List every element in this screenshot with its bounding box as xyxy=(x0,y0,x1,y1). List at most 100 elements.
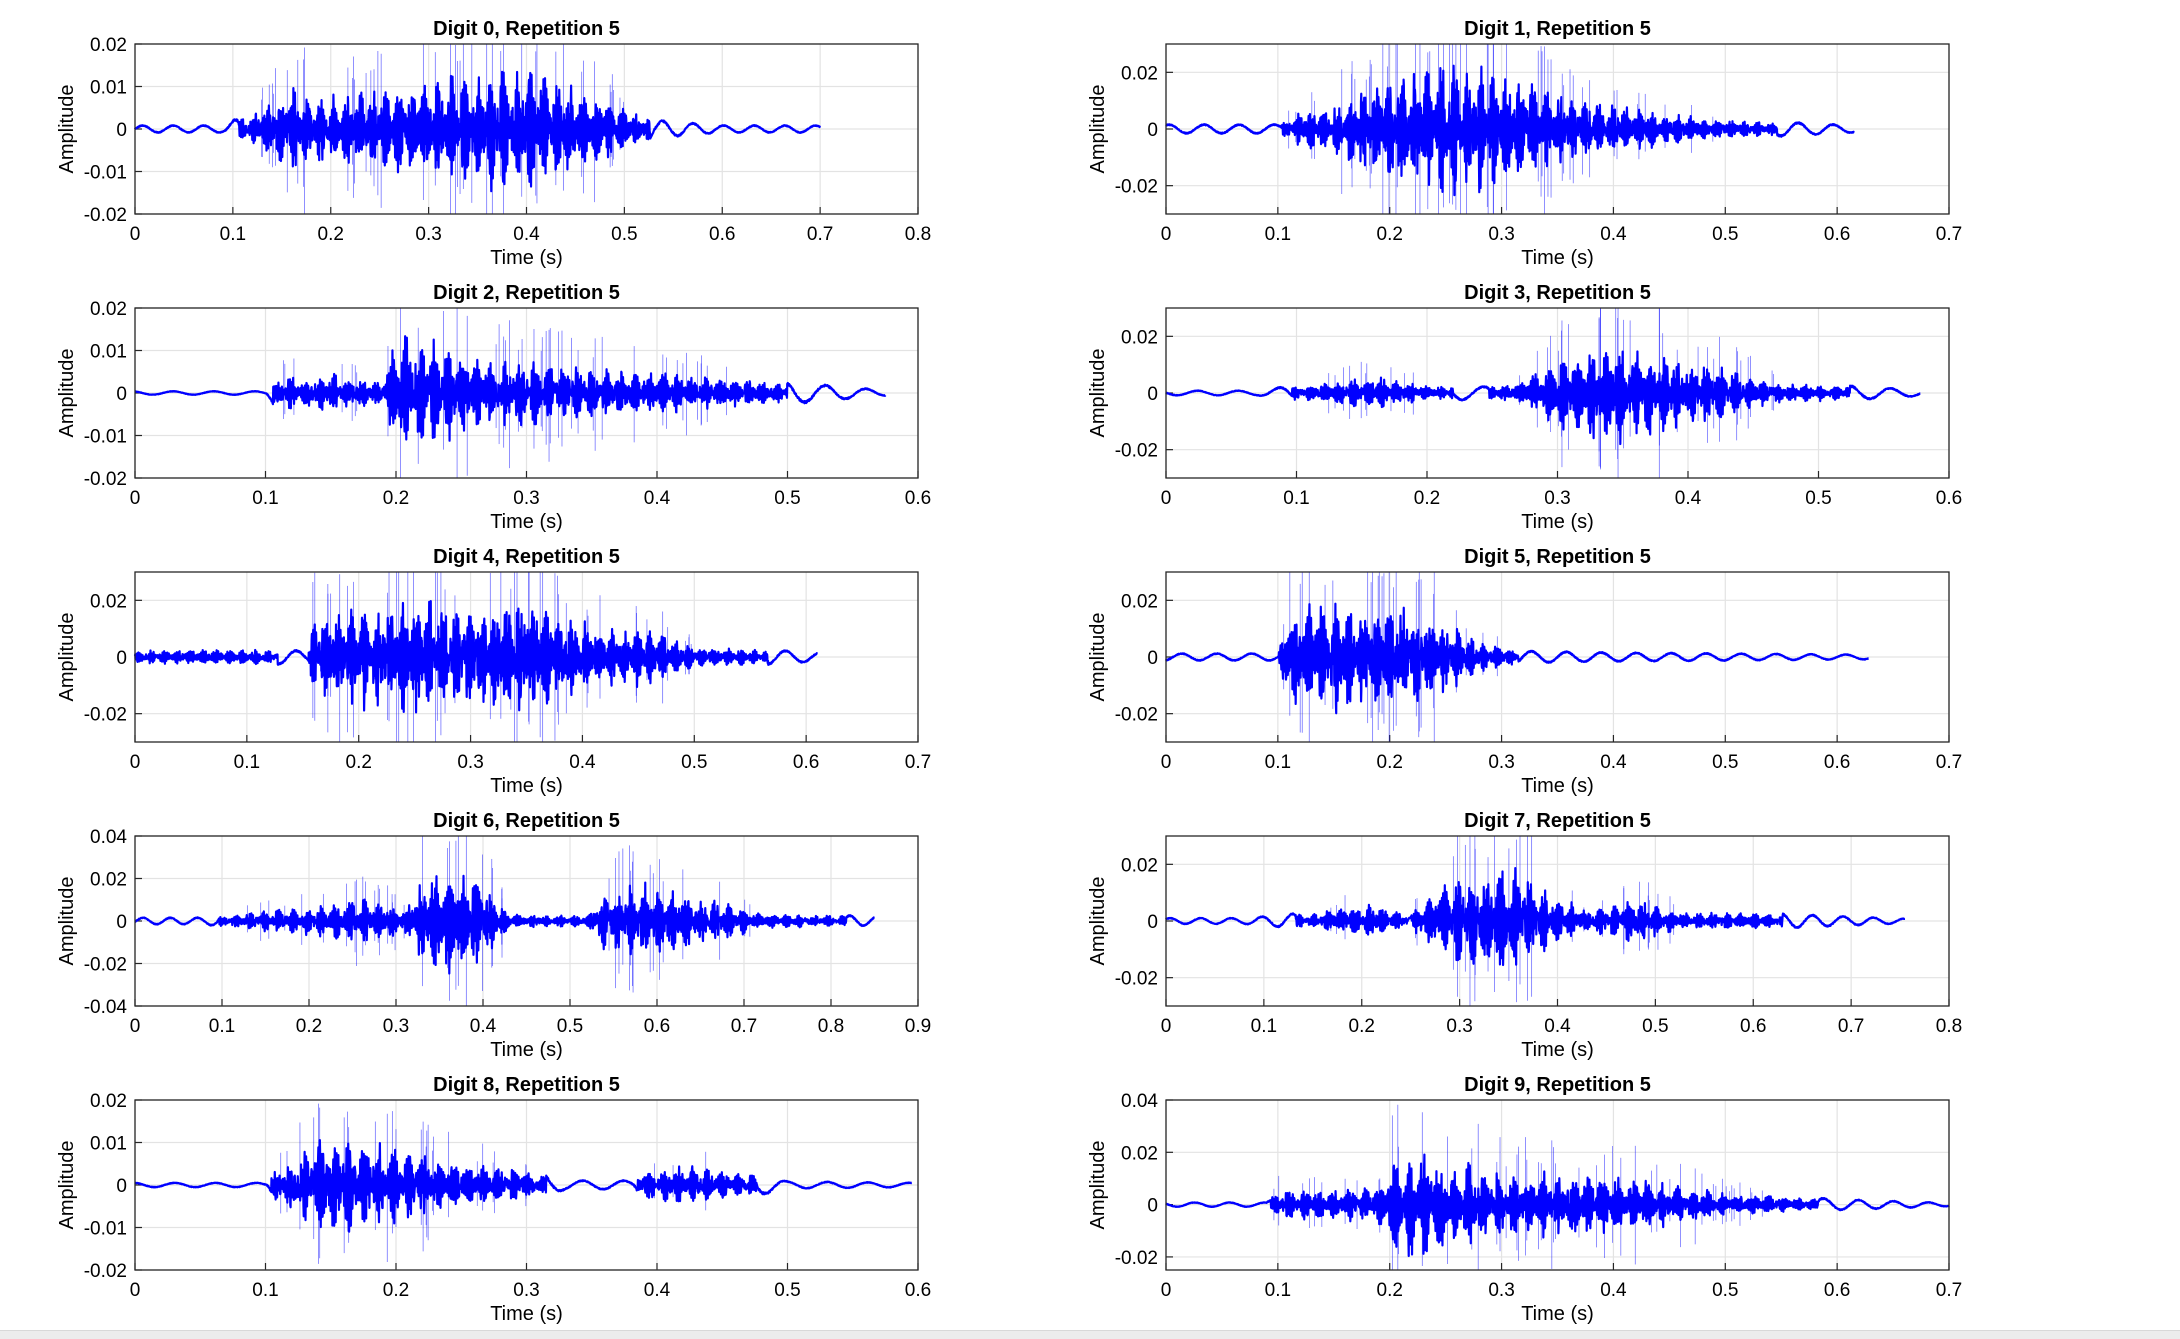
x-tick-label: 0.7 xyxy=(905,752,931,773)
axes-box xyxy=(1165,571,1950,743)
waveform-line xyxy=(134,1139,913,1233)
y-tick-label: 0 xyxy=(1147,384,1158,405)
x-tick-label: 0.7 xyxy=(1936,224,1962,245)
y-tick-label: 0 xyxy=(116,648,127,669)
x-tick-label: 0.5 xyxy=(1712,752,1738,773)
y-tick-label: 0 xyxy=(116,1176,127,1197)
x-tick-label: 0.3 xyxy=(383,1016,409,1037)
x-tick-label: 0.5 xyxy=(1712,224,1738,245)
x-tick-label: 0.2 xyxy=(1414,488,1440,509)
x-tick-label: 0.7 xyxy=(807,224,833,245)
y-axis-label: Amplitude xyxy=(56,1141,78,1230)
x-axis-label: Time (s) xyxy=(1521,1303,1594,1325)
x-tick-label: 0.4 xyxy=(644,488,671,509)
y-axis-label: Amplitude xyxy=(1087,85,1109,174)
x-tick-label: 0.1 xyxy=(1265,752,1291,773)
subplot-title: Digit 4, Repetition 5 xyxy=(433,546,620,568)
x-tick-label: 0.4 xyxy=(1675,488,1702,509)
x-tick-label: 0 xyxy=(130,1016,141,1037)
x-tick-label: 0.5 xyxy=(1712,1280,1738,1301)
y-tick-label: 0.02 xyxy=(1121,63,1158,84)
waveform-line xyxy=(1165,1153,1950,1258)
y-tick-label: 0 xyxy=(116,912,127,933)
x-tick-label: 0.5 xyxy=(774,488,800,509)
x-axis-label: Time (s) xyxy=(490,775,563,797)
subplot-title: Digit 6, Repetition 5 xyxy=(433,810,620,832)
x-tick-label: 0.3 xyxy=(1488,224,1514,245)
y-tick-label: -0.01 xyxy=(84,163,127,184)
x-tick-label: 0.6 xyxy=(644,1016,670,1037)
x-tick-label: 0.6 xyxy=(905,488,931,509)
x-tick-label: 0.2 xyxy=(346,752,372,773)
subplot-digit-7: 0 0.1 0.2 0.3 0.4 0.5 0.6 0.7 0.8 0.02 0 -0.02 Digit… xyxy=(1087,810,1962,1061)
y-tick-label: 0 xyxy=(1147,648,1158,669)
subplot-digit-6: 0 0.1 0.2 0.3 0.4 0.5 0.6 0.7 0.8 0.90.040.020-0.… xyxy=(56,810,931,1061)
axes-box xyxy=(1165,307,1950,479)
x-tick-label: 0.5 xyxy=(1642,1016,1668,1037)
y-tick-label: -0.02 xyxy=(1115,177,1158,198)
subplot-digit-8: 0 0.1 0.2 0.3 0.4 0.5 0.6 0.02 0.01 0 -0.01 -0.02 Di… xyxy=(56,1074,931,1325)
waveform-spikes xyxy=(1273,1104,1763,1270)
y-tick-label: 0.01 xyxy=(90,342,127,363)
x-tick-label: 0.6 xyxy=(1824,1280,1850,1301)
waveform-spikes xyxy=(1283,572,1498,742)
y-tick-label: 0 xyxy=(1147,120,1158,141)
x-tick-label: 0.7 xyxy=(1838,1016,1864,1037)
x-tick-label: 0.5 xyxy=(557,1016,583,1037)
waveform-spikes xyxy=(283,308,727,478)
y-tick-label: 0.02 xyxy=(1121,327,1158,348)
subplot-digit-2: 0 0.1 0.2 0.3 0.4 0.5 0.6 0.02 0.01 0 -0.01 -0.02 Di… xyxy=(56,282,931,533)
y-axis-label: Amplitude xyxy=(1087,613,1109,702)
x-axis-label: Time (s) xyxy=(1521,511,1594,533)
y-tick-label: 0 xyxy=(1147,1196,1158,1217)
x-tick-label: 0.4 xyxy=(1544,1016,1571,1037)
axes-box xyxy=(134,835,919,1007)
y-tick-label: -0.02 xyxy=(84,955,127,976)
x-tick-label: 0.6 xyxy=(905,1280,931,1301)
x-tick-label: 0.6 xyxy=(1824,224,1850,245)
x-tick-label: 0.7 xyxy=(1936,752,1962,773)
x-tick-label: 0.3 xyxy=(415,224,441,245)
x-axis-label: Time (s) xyxy=(1521,775,1594,797)
y-axis-label: Amplitude xyxy=(1087,1141,1109,1230)
y-tick-label: -0.02 xyxy=(84,1261,127,1282)
x-tick-label: 0.2 xyxy=(1377,1280,1403,1301)
x-tick-label: 0 xyxy=(130,224,141,245)
y-axis-label: Amplitude xyxy=(56,613,78,702)
axes-box xyxy=(134,307,919,479)
subplot-title: Digit 7, Repetition 5 xyxy=(1464,810,1651,832)
y-tick-label: 0 xyxy=(116,384,127,405)
x-tick-label: 0.5 xyxy=(681,752,707,773)
y-axis-label: Amplitude xyxy=(56,349,78,438)
axes-box xyxy=(1165,43,1950,215)
x-tick-label: 0.5 xyxy=(774,1280,800,1301)
y-axis-label: Amplitude xyxy=(56,85,78,174)
x-tick-label: 0 xyxy=(1161,224,1172,245)
waveform-spikes xyxy=(1330,836,1675,1006)
x-tick-label: 0.6 xyxy=(709,224,735,245)
axes-box xyxy=(134,1099,919,1271)
x-axis-label: Time (s) xyxy=(1521,1039,1594,1061)
x-tick-label: 0.5 xyxy=(1805,488,1831,509)
x-tick-label: 0 xyxy=(1161,752,1172,773)
x-tick-label: 0.1 xyxy=(209,1016,235,1037)
waveform-spikes xyxy=(1328,308,1775,478)
x-tick-label: 0.2 xyxy=(1377,224,1403,245)
y-tick-label: -0.02 xyxy=(1115,705,1158,726)
y-tick-label: -0.01 xyxy=(84,427,127,448)
x-tick-label: 0.1 xyxy=(234,752,260,773)
x-tick-label: 0.3 xyxy=(513,1280,539,1301)
y-tick-label: -0.02 xyxy=(1115,1248,1158,1269)
x-tick-label: 0.8 xyxy=(905,224,931,245)
waveform-line xyxy=(134,874,876,975)
axes-box xyxy=(1165,835,1950,1007)
waveform-line xyxy=(1165,866,1906,967)
x-tick-label: 0.8 xyxy=(1936,1016,1962,1037)
y-tick-label: -0.02 xyxy=(84,205,127,226)
subplot-digit-5: 0 0.1 0.2 0.3 0.4 0.5 0.6 0.7 0.02 0 -0.02 Digit 5,… xyxy=(1087,546,1962,797)
window-bottom-edge xyxy=(0,1330,2180,1339)
axes-box xyxy=(134,571,919,743)
x-tick-label: 0.1 xyxy=(1251,1016,1277,1037)
y-tick-label: 0.02 xyxy=(90,299,127,320)
x-tick-label: 0 xyxy=(130,488,141,509)
